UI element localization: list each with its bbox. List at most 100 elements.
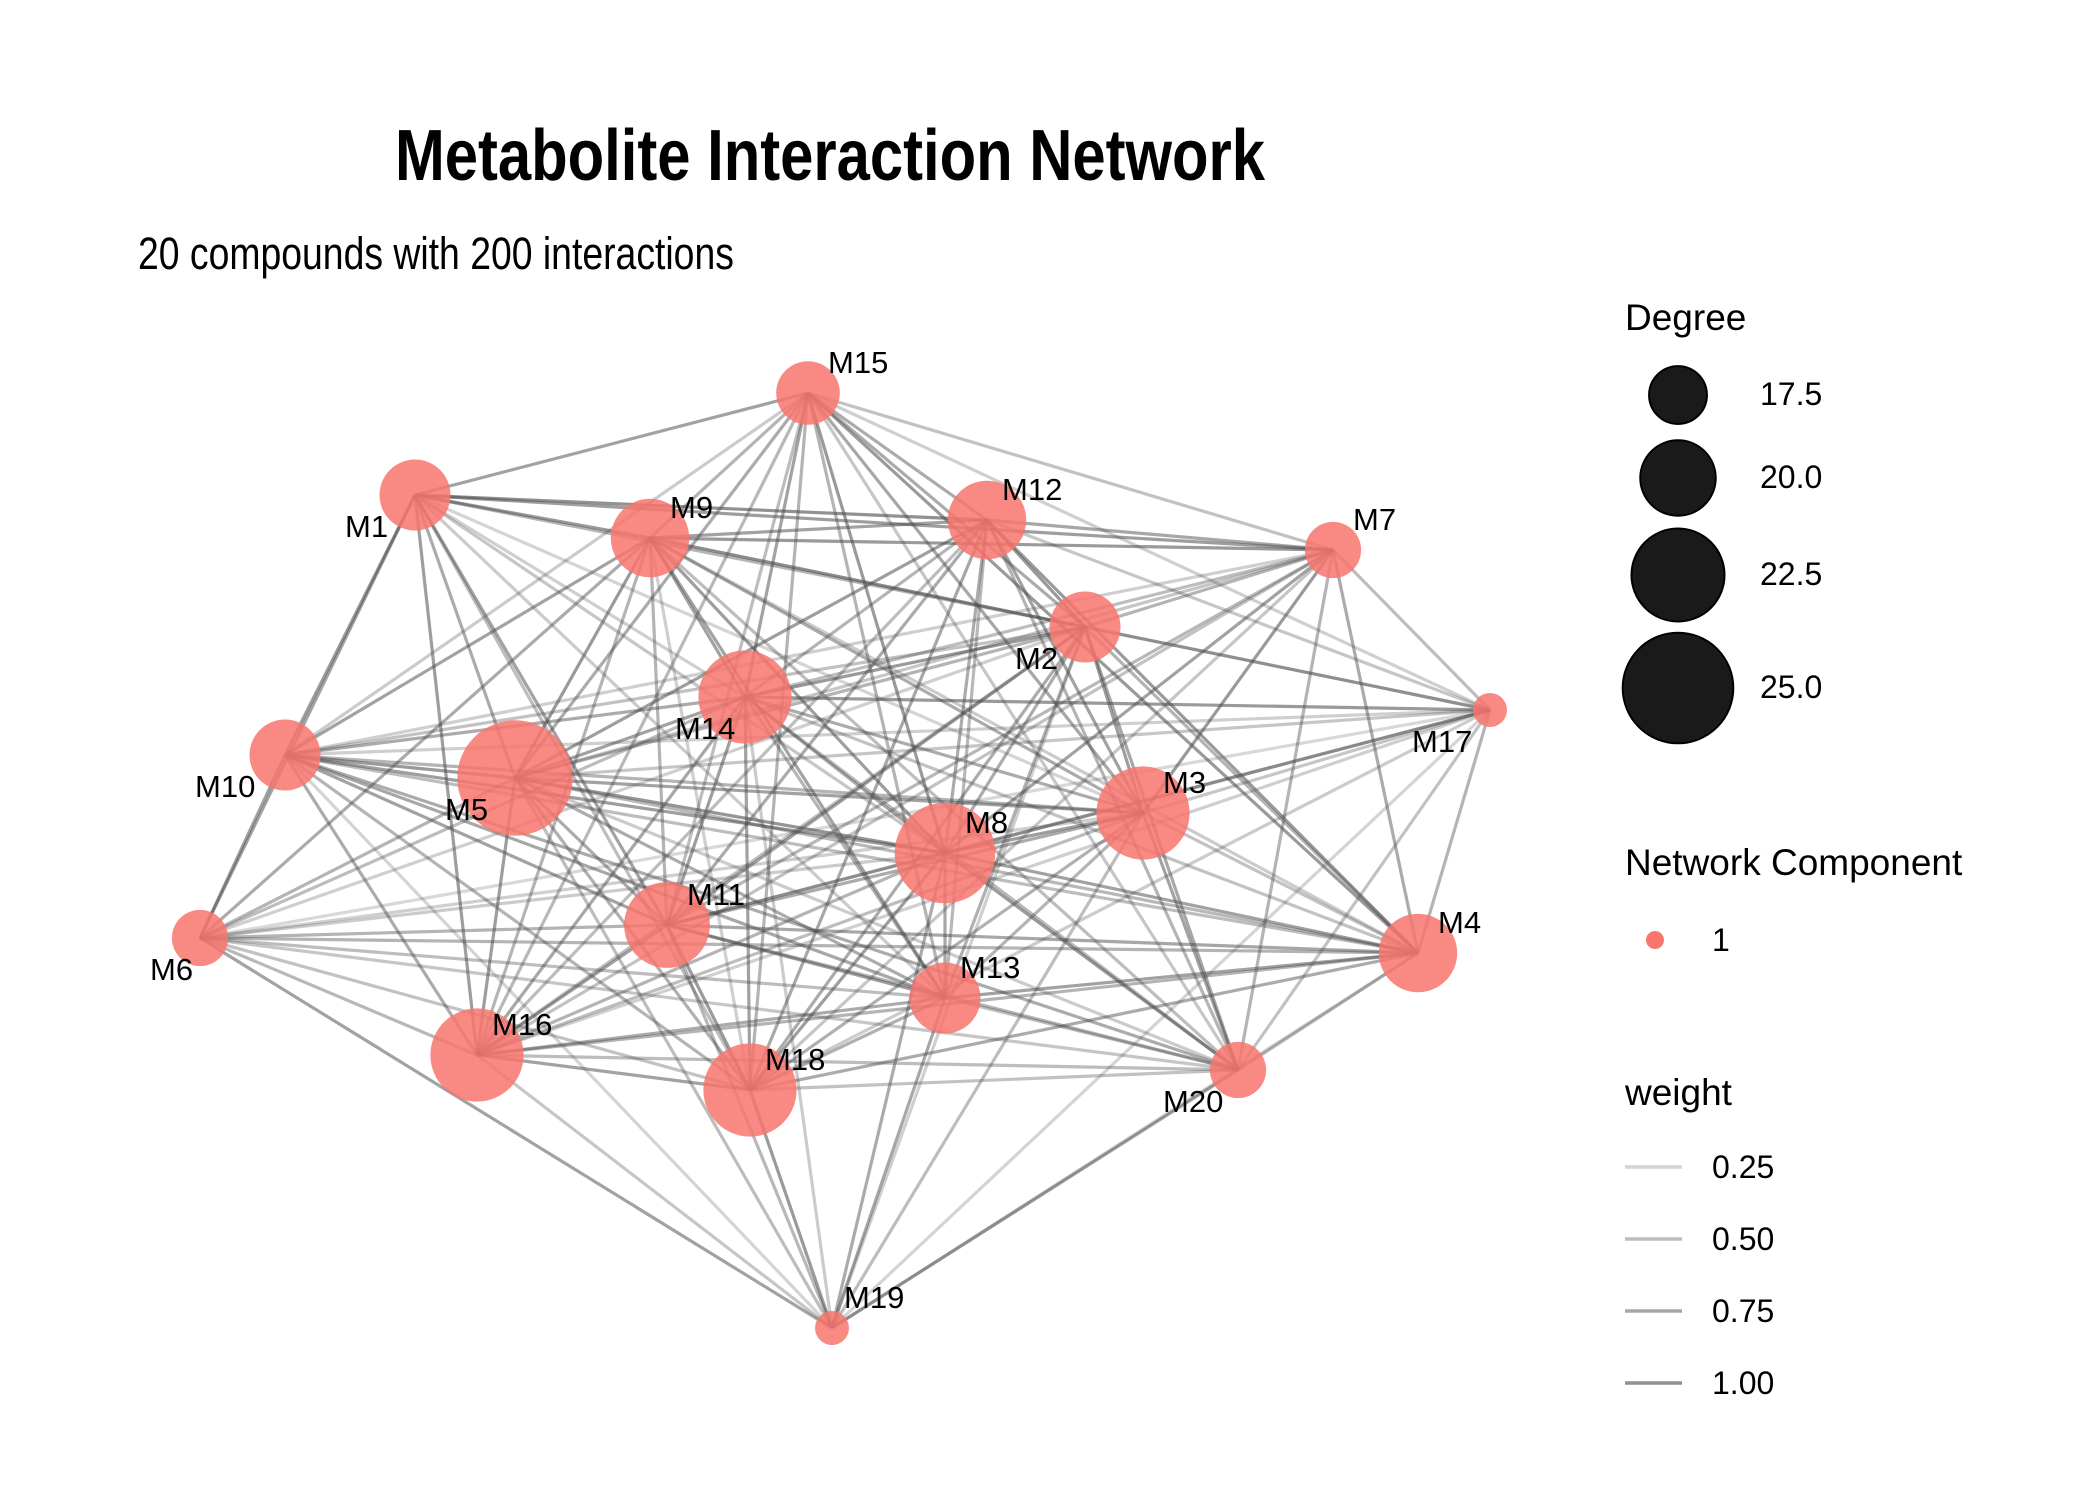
edge-M6-M20 xyxy=(199,936,1239,1072)
edge-M12-M13 xyxy=(943,519,989,999)
edge-M7-M5 xyxy=(514,548,1334,780)
edge-M7-M18 xyxy=(748,548,1335,1092)
edge-M3-M19 xyxy=(830,812,1145,1329)
edge-M14-M13 xyxy=(743,696,947,999)
edge-M7-M17 xyxy=(1331,548,1492,712)
node-label-M19: M19 xyxy=(844,1280,904,1315)
edge-M15-M16 xyxy=(475,392,810,1056)
edge-M14-M3 xyxy=(744,695,1144,815)
edge-M12-M4 xyxy=(985,518,1420,955)
node-label-M15: M15 xyxy=(828,345,888,380)
edge-M10-M3 xyxy=(284,753,1144,815)
edge-M10-M20 xyxy=(284,753,1239,1072)
node-label-M20: M20 xyxy=(1163,1084,1223,1119)
edge-M1-M15 xyxy=(414,391,809,497)
edge-M1-M7 xyxy=(414,493,1334,552)
edge-M15-M17 xyxy=(807,391,1491,712)
edge-M12-M16 xyxy=(475,518,989,1057)
edge-M12-M5 xyxy=(514,518,988,780)
edge-M7-M8 xyxy=(944,548,1334,855)
edge-M14-M6 xyxy=(199,695,746,940)
edge-M15-M20 xyxy=(806,392,1240,1071)
legend-weight-label: 1.00 xyxy=(1712,1365,1774,1401)
edge-M2-M16 xyxy=(476,625,1086,1057)
edge-M3-M16 xyxy=(476,811,1144,1057)
node-label-M17: M17 xyxy=(1412,724,1472,759)
edge-M9-M4 xyxy=(649,536,1419,955)
edge-M9-M10 xyxy=(284,536,651,757)
edge-M5-M3 xyxy=(514,776,1144,815)
legend-degree-point xyxy=(1639,439,1717,517)
legend-degree-label: 25.0 xyxy=(1760,669,1822,705)
legend-component-point xyxy=(1646,931,1664,949)
node-M7 xyxy=(1304,521,1362,579)
edge-M14-M16 xyxy=(475,696,747,1056)
node-M12 xyxy=(947,480,1027,560)
edge-M6-M4 xyxy=(199,936,1419,955)
edge-M11-M4 xyxy=(666,923,1419,955)
edge-M6-M11 xyxy=(199,923,668,940)
legend-degree-point xyxy=(1648,365,1708,425)
node-M15 xyxy=(776,361,840,425)
legend-degree-title: Degree xyxy=(1625,297,1746,338)
edge-M2-M6 xyxy=(199,625,1086,940)
edge-M10-M8 xyxy=(284,753,946,855)
legend-weight-label: 0.75 xyxy=(1712,1293,1774,1329)
node-M1 xyxy=(379,459,451,531)
edge-M1-M18 xyxy=(413,494,752,1091)
edge-M5-M17 xyxy=(514,708,1491,780)
node-M2 xyxy=(1049,591,1121,663)
edge-M6-M19 xyxy=(199,936,833,1330)
edge-M15-M10 xyxy=(284,391,809,757)
edge-M8-M16 xyxy=(476,851,946,1057)
node-label-M8: M8 xyxy=(965,805,1008,840)
legend-weight-label: 0.50 xyxy=(1712,1221,1774,1257)
edge-M14-M17 xyxy=(744,695,1491,712)
node-M17 xyxy=(1473,693,1507,727)
edge-M1-M8 xyxy=(414,493,946,855)
edge-M9-M18 xyxy=(648,537,752,1091)
edge-M13-M20 xyxy=(944,996,1239,1072)
edge-M2-M13 xyxy=(943,626,1087,999)
edge-M2-M17 xyxy=(1084,625,1491,712)
edge-M12-M14 xyxy=(744,518,988,699)
edge-M18-M17 xyxy=(749,708,1491,1092)
node-M18 xyxy=(703,1043,797,1137)
edge-M2-M14 xyxy=(744,625,1086,699)
edge-M9-M6 xyxy=(198,536,652,940)
edge-M8-M17 xyxy=(944,708,1491,855)
edge-M18-M4 xyxy=(749,951,1419,1092)
legend-degree-label: 20.0 xyxy=(1760,459,1822,495)
node-label-M6: M6 xyxy=(150,952,193,987)
edge-M5-M6 xyxy=(199,776,516,940)
node-M8 xyxy=(894,802,996,904)
node-M3 xyxy=(1096,766,1190,860)
edge-M2-M10 xyxy=(284,625,1086,757)
edge-M17-M19 xyxy=(830,708,1492,1330)
edge-M8-M20 xyxy=(944,851,1239,1072)
legend-degree-point xyxy=(1630,527,1726,623)
node-label-M13: M13 xyxy=(960,950,1020,985)
edge-M20-M17 xyxy=(1236,709,1492,1071)
node-label-M10: M10 xyxy=(195,769,255,804)
edge-M10-M18 xyxy=(284,753,751,1092)
edge-M4-M17 xyxy=(1416,709,1492,954)
legend-degree-label: 22.5 xyxy=(1760,556,1822,592)
node-M4 xyxy=(1378,913,1458,993)
edge-M17-M8 xyxy=(944,708,1491,855)
edge-M5-M19 xyxy=(513,777,834,1329)
edge-M12-M3 xyxy=(985,519,1145,814)
node-M16 xyxy=(430,1008,524,1102)
node-label-layer: M1 M2 M3 M4 M5 M6 M7 M8 M9 M10 M11 M12 M13 M14 M15 M16 M… xyxy=(150,345,1481,1315)
edge-M10-M13 xyxy=(284,753,946,1000)
edge-M14-M18 xyxy=(743,696,752,1091)
edge-M6-M17 xyxy=(199,708,1491,940)
edge-M1-M11 xyxy=(413,494,669,926)
edge-M15-M2 xyxy=(806,391,1087,629)
legend-degree-label: 17.5 xyxy=(1760,376,1822,412)
edge-M3-M18 xyxy=(749,811,1144,1092)
edge-M1-M9 xyxy=(414,493,651,540)
node-M11 xyxy=(624,882,710,968)
edge-M7-M10 xyxy=(284,548,1334,757)
edge-M6-M16 xyxy=(199,936,478,1057)
